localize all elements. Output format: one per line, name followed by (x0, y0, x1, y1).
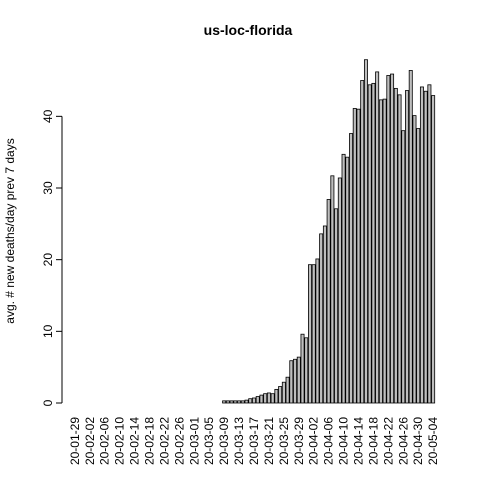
bar (278, 386, 283, 404)
bar (252, 397, 256, 404)
x-tick-label: 20-03-21 (262, 417, 276, 465)
bar (371, 82, 376, 404)
bar (304, 337, 309, 404)
bar (225, 400, 230, 404)
bar (259, 394, 264, 404)
bar (244, 399, 249, 404)
bar (240, 400, 245, 404)
x-tick-label: 20-02-18 (143, 417, 157, 465)
x-tick-label: 20-03-05 (202, 417, 216, 465)
x-tick-label: 20-05-04 (426, 417, 440, 465)
bar (397, 94, 402, 404)
bar (360, 80, 365, 404)
bar (308, 264, 312, 404)
x-tick-label: 20-04-26 (396, 417, 410, 465)
bar (423, 90, 428, 404)
bar (427, 84, 432, 404)
x-tick-label: 20-03-25 (277, 417, 291, 465)
x-tick-label: 20-03-09 (217, 417, 231, 465)
y-axis-label: avg. # new deaths/day prev 7 days (3, 138, 17, 323)
bar (349, 133, 353, 404)
bar (263, 393, 268, 404)
bar (382, 98, 387, 404)
bar (401, 130, 406, 404)
y-tick-label: 10 (41, 324, 55, 338)
bar (330, 175, 335, 404)
bar (375, 71, 380, 404)
x-tick-label: 20-04-14 (351, 417, 365, 465)
bar (378, 99, 383, 404)
x-tick-label: 20-04-02 (307, 417, 321, 465)
x-tick-label: 20-02-02 (83, 417, 97, 465)
bar (390, 73, 395, 404)
bar (416, 128, 421, 404)
bar (285, 376, 290, 404)
bar (419, 86, 424, 404)
x-tick-label: 20-01-29 (68, 417, 82, 465)
y-tick-label: 40 (41, 109, 55, 123)
bar (393, 87, 398, 404)
x-tick-label: 20-02-10 (113, 417, 127, 465)
bar (300, 333, 305, 404)
bar (319, 233, 324, 404)
bar (386, 75, 391, 404)
bar (281, 381, 286, 404)
bar (363, 59, 368, 404)
bar (248, 398, 253, 404)
bar (315, 258, 320, 404)
x-tick-label: 20-03-29 (292, 417, 306, 465)
bar (266, 392, 271, 404)
bar (274, 388, 279, 404)
x-tick-label: 20-03-13 (232, 417, 246, 465)
bar (337, 177, 342, 404)
bar (345, 156, 350, 404)
bar (229, 400, 234, 404)
x-tick-label: 20-02-14 (128, 417, 142, 465)
bar (326, 199, 331, 404)
bar (367, 84, 372, 404)
x-tick-label: 20-04-22 (381, 417, 395, 465)
y-tick-label: 20 (41, 253, 55, 267)
x-tick-label: 20-03-17 (247, 417, 261, 465)
x-tick-label: 20-02-22 (157, 417, 171, 465)
bar (322, 225, 327, 404)
x-tick-label: 20-02-06 (98, 417, 112, 465)
bar (255, 396, 260, 404)
bar (296, 356, 301, 404)
x-tick-label: 20-04-30 (411, 417, 425, 465)
y-tick-label: 30 (41, 181, 55, 195)
bar (293, 358, 298, 404)
bar (237, 400, 242, 404)
bar (222, 400, 227, 404)
bar (334, 208, 339, 404)
bar (352, 108, 357, 404)
x-tick-label: 20-04-18 (366, 417, 380, 465)
chart-title: us-loc-florida (204, 22, 293, 38)
bar (356, 108, 361, 404)
y-tick-label: 0 (41, 399, 55, 406)
bar (289, 360, 294, 404)
bar (405, 90, 409, 404)
x-tick-label: 20-02-26 (172, 417, 186, 465)
bar (431, 95, 436, 404)
x-tick-label: 20-04-06 (322, 417, 336, 465)
bar (341, 153, 346, 404)
bar (412, 115, 417, 404)
bar (311, 264, 316, 404)
x-tick-label: 20-04-10 (337, 417, 351, 465)
bar (270, 393, 275, 404)
bar (408, 70, 413, 404)
x-tick-label: 20-03-01 (187, 417, 201, 465)
bar (233, 400, 238, 404)
